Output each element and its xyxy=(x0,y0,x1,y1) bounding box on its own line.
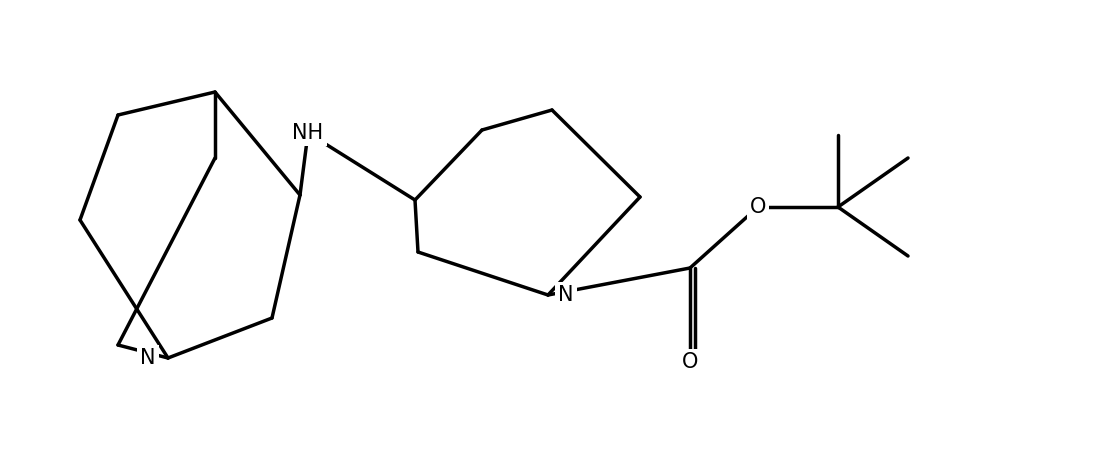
Text: O: O xyxy=(749,197,766,217)
Text: NH: NH xyxy=(292,123,324,143)
Text: O: O xyxy=(682,352,699,372)
Text: N: N xyxy=(140,348,156,368)
Text: N: N xyxy=(558,285,573,305)
